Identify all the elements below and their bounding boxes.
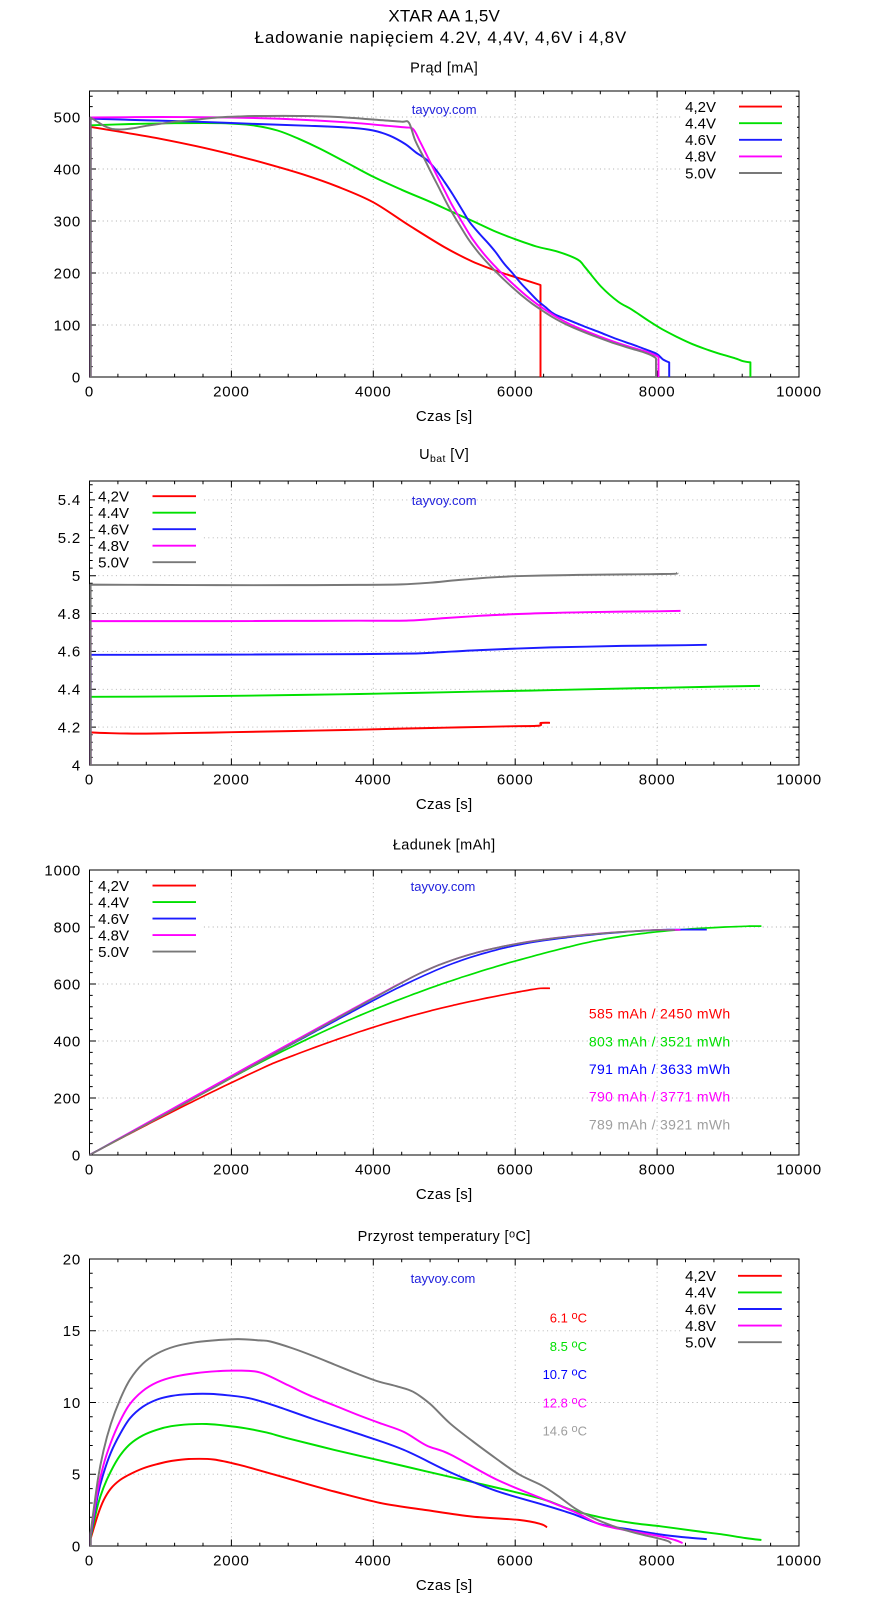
svg-text:4.4V: 4.4V: [98, 505, 129, 522]
svg-text:4.6V: 4.6V: [685, 132, 716, 149]
svg-text:0: 0: [72, 1147, 81, 1164]
svg-text:0: 0: [85, 1553, 94, 1570]
svg-text:tayvoy.com: tayvoy.com: [411, 879, 476, 894]
svg-text:4000: 4000: [355, 772, 392, 789]
svg-text:789 mAh / 3921 mWh: 789 mAh / 3921 mWh: [589, 1116, 731, 1132]
svg-text:0: 0: [72, 1538, 81, 1555]
svg-text:2000: 2000: [213, 1162, 250, 1179]
svg-text:5.0V: 5.0V: [685, 1335, 716, 1352]
svg-text:6000: 6000: [497, 772, 534, 789]
svg-text:803 mAh / 3521 mWh: 803 mAh / 3521 mWh: [589, 1033, 731, 1049]
svg-text:4000: 4000: [355, 1553, 392, 1570]
svg-text:4.4V: 4.4V: [685, 116, 716, 133]
svg-text:4.8V: 4.8V: [685, 1318, 716, 1335]
svg-text:791 mAh / 3633 mWh: 791 mAh / 3633 mWh: [589, 1061, 731, 1077]
svg-text:4.6: 4.6: [58, 644, 81, 661]
svg-text:5.0V: 5.0V: [98, 555, 129, 572]
svg-text:6.1 oC: 6.1 oC: [550, 1310, 587, 1326]
svg-text:4.2: 4.2: [58, 719, 81, 736]
svg-text:8000: 8000: [639, 1162, 676, 1179]
svg-text:14.6 oC: 14.6 oC: [543, 1423, 587, 1439]
svg-text:8000: 8000: [639, 1553, 676, 1570]
svg-text:400: 400: [54, 1033, 81, 1050]
svg-text:20: 20: [63, 1251, 81, 1268]
svg-text:5: 5: [72, 1467, 81, 1484]
svg-text:2000: 2000: [213, 1553, 250, 1570]
svg-text:4.4V: 4.4V: [98, 894, 129, 911]
svg-text:8.5 oC: 8.5 oC: [550, 1338, 587, 1354]
svg-text:300: 300: [54, 213, 81, 230]
svg-text:6000: 6000: [497, 1162, 534, 1179]
svg-text:200: 200: [54, 1090, 81, 1107]
svg-text:800: 800: [54, 919, 81, 936]
svg-text:Czas [s]: Czas [s]: [416, 408, 473, 425]
svg-text:1000: 1000: [44, 862, 81, 879]
svg-text:Czas [s]: Czas [s]: [416, 796, 473, 813]
svg-text:600: 600: [54, 976, 81, 993]
svg-text:5.2: 5.2: [58, 530, 81, 547]
svg-text:15: 15: [63, 1323, 81, 1340]
svg-text:8000: 8000: [639, 384, 676, 401]
svg-text:10000: 10000: [776, 772, 822, 789]
svg-text:Prąd [mA]: Prąd [mA]: [410, 61, 478, 77]
svg-text:10000: 10000: [776, 384, 822, 401]
svg-text:4000: 4000: [355, 1162, 392, 1179]
svg-text:4.8V: 4.8V: [98, 927, 129, 944]
svg-text:Ładowanie napięciem 4.2V, 4,4V: Ładowanie napięciem 4.2V, 4,4V, 4,6V i 4…: [255, 28, 627, 47]
svg-text:4.8V: 4.8V: [685, 149, 716, 166]
svg-text:6000: 6000: [497, 384, 534, 401]
svg-text:0: 0: [85, 384, 94, 401]
svg-text:0: 0: [72, 369, 81, 386]
svg-text:4.6V: 4.6V: [685, 1301, 716, 1318]
svg-text:tayvoy.com: tayvoy.com: [412, 102, 477, 117]
svg-text:4: 4: [72, 757, 81, 774]
svg-text:tayvoy.com: tayvoy.com: [411, 1271, 476, 1286]
svg-text:400: 400: [54, 161, 81, 178]
svg-text:XTAR AA 1,5V: XTAR AA 1,5V: [388, 7, 500, 26]
svg-text:2000: 2000: [213, 772, 250, 789]
svg-text:5: 5: [72, 568, 81, 585]
svg-text:4.6V: 4.6V: [98, 522, 129, 539]
svg-text:790 mAh / 3771 mWh: 790 mAh / 3771 mWh: [589, 1089, 731, 1105]
svg-text:Przyrost temperatury [oC]: Przyrost temperatury [oC]: [358, 1229, 531, 1246]
svg-text:4000: 4000: [355, 384, 392, 401]
svg-text:4.8V: 4.8V: [98, 538, 129, 555]
svg-text:4.4: 4.4: [58, 682, 81, 699]
svg-text:200: 200: [54, 265, 81, 282]
svg-text:585 mAh / 2450 mWh: 585 mAh / 2450 mWh: [589, 1006, 731, 1022]
svg-text:4,2V: 4,2V: [98, 878, 129, 895]
svg-text:10.7 oC: 10.7 oC: [543, 1367, 587, 1383]
svg-text:Czas [s]: Czas [s]: [416, 1186, 473, 1203]
svg-text:100: 100: [54, 317, 81, 334]
svg-text:4.6V: 4.6V: [98, 911, 129, 928]
svg-text:500: 500: [54, 109, 81, 126]
svg-text:tayvoy.com: tayvoy.com: [412, 493, 477, 508]
svg-text:0: 0: [85, 1162, 94, 1179]
svg-text:5.4: 5.4: [58, 492, 81, 509]
svg-text:4,2V: 4,2V: [685, 99, 716, 116]
svg-text:4,2V: 4,2V: [98, 489, 129, 506]
svg-text:10: 10: [63, 1395, 81, 1412]
svg-text:8000: 8000: [639, 772, 676, 789]
svg-text:2000: 2000: [213, 384, 250, 401]
svg-text:4.4V: 4.4V: [685, 1285, 716, 1302]
svg-text:5.0V: 5.0V: [98, 944, 129, 961]
svg-text:12.8 oC: 12.8 oC: [543, 1395, 587, 1411]
svg-text:10000: 10000: [776, 1162, 822, 1179]
svg-text:0: 0: [85, 772, 94, 789]
svg-text:5.0V: 5.0V: [685, 165, 716, 182]
svg-text:10000: 10000: [776, 1553, 822, 1570]
svg-text:Ładunek [mAh]: Ładunek [mAh]: [393, 838, 496, 854]
svg-text:4.8: 4.8: [58, 606, 81, 623]
svg-text:4,2V: 4,2V: [685, 1268, 716, 1285]
svg-text:Czas [s]: Czas [s]: [416, 1577, 473, 1594]
svg-text:6000: 6000: [497, 1553, 534, 1570]
